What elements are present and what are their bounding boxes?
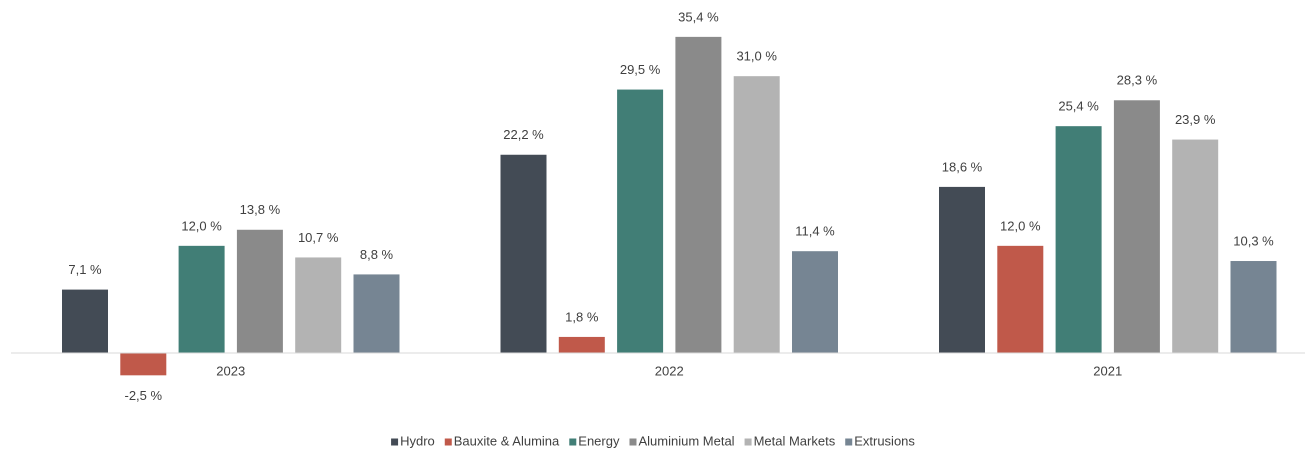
- legend-swatch: [569, 438, 577, 446]
- bar: [997, 245, 1044, 353]
- bar: [939, 186, 985, 353]
- value-label: 10,7 %: [298, 230, 339, 245]
- bar: [500, 154, 547, 353]
- value-label: 8,8 %: [360, 247, 394, 262]
- value-label: 7,1 %: [68, 262, 102, 277]
- value-label: 25,4 %: [1058, 99, 1099, 114]
- value-label: 11,4 %: [795, 224, 835, 239]
- legend-label: Metal Markets: [754, 433, 836, 448]
- legend-label: Hydro: [400, 433, 435, 448]
- bar: [236, 229, 283, 353]
- x-tick-label: 2022: [655, 363, 684, 378]
- value-label: 10,3 %: [1233, 233, 1274, 248]
- bar: [1113, 100, 1160, 353]
- bar: [1055, 126, 1102, 353]
- legend-swatch: [391, 438, 399, 446]
- bar: [353, 274, 400, 353]
- value-label: 1,8 %: [565, 309, 599, 324]
- value-label: 29,5 %: [620, 62, 661, 77]
- value-label: 12,0 %: [1000, 218, 1041, 233]
- legend-swatch: [744, 438, 752, 446]
- legend-label: Bauxite & Alumina: [454, 433, 560, 448]
- bar: [1172, 139, 1219, 353]
- bar: [120, 353, 167, 376]
- value-label: 28,3 %: [1117, 73, 1158, 88]
- value-label: -2,5 %: [125, 388, 163, 403]
- value-label: 18,6 %: [942, 159, 983, 174]
- bar: [617, 89, 664, 353]
- bar: [1230, 261, 1277, 353]
- x-tick-label: 2021: [1093, 363, 1122, 378]
- value-label: 23,9 %: [1175, 112, 1216, 127]
- bar: [733, 76, 780, 354]
- legend-swatch: [444, 438, 452, 446]
- value-label: 31,0 %: [736, 49, 777, 64]
- bar: [792, 251, 838, 353]
- legend-label: Aluminium Metal: [638, 433, 734, 448]
- legend-label: Energy: [578, 433, 620, 448]
- bar: [558, 336, 605, 353]
- value-label: 13,8 %: [240, 202, 281, 217]
- value-label: 12,0 %: [181, 218, 222, 233]
- bar: [675, 36, 722, 354]
- bar: [295, 257, 342, 353]
- legend-label: Extrusions: [854, 433, 915, 448]
- bar: [178, 245, 225, 353]
- x-tick-label: 2023: [216, 363, 245, 378]
- value-label: 22,2 %: [503, 127, 544, 142]
- bar: [62, 289, 108, 353]
- value-label: 35,4 %: [678, 9, 719, 24]
- legend-swatch: [845, 438, 853, 446]
- legend-swatch: [629, 438, 637, 446]
